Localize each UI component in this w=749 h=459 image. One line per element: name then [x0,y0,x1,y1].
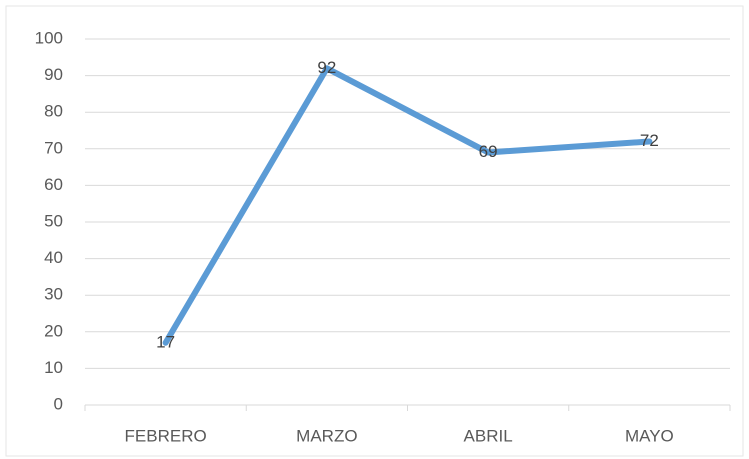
y-tick-label: 40 [44,248,63,267]
x-tick-label: MARZO [296,426,357,445]
y-tick-label: 50 [44,211,63,230]
y-tick-label: 20 [44,321,63,340]
chart-border [5,5,744,457]
y-tick-label: 100 [35,28,63,47]
y-tick-label: 30 [44,285,63,304]
y-tick-label: 0 [54,394,63,413]
x-tick-label: MAYO [625,426,674,445]
y-tick-label: 90 [44,65,63,84]
data-label: 72 [640,131,659,150]
y-tick-label: 70 [44,138,63,157]
y-tick-label: 80 [44,102,63,121]
series-line [162,65,653,346]
data-label: 69 [479,142,498,161]
x-tick-label: ABRIL [464,426,513,445]
y-tick-label: 60 [44,175,63,194]
data-label: 92 [317,58,336,77]
y-tick-label: 10 [44,358,63,377]
x-tick-label: FEBRERO [125,426,207,445]
data-label: 17 [156,332,175,351]
